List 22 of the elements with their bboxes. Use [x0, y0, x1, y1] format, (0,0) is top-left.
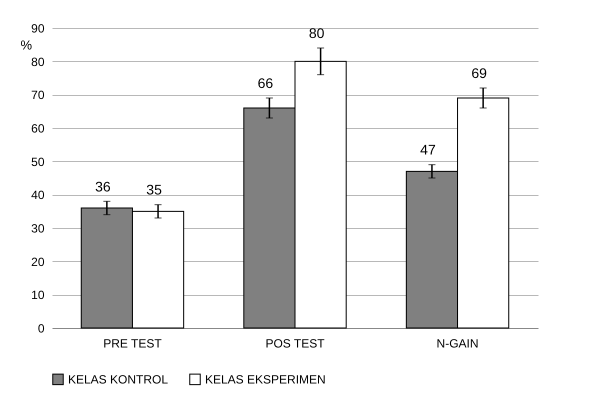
- data-label: 66: [258, 75, 274, 91]
- legend-label: KELAS KONTROL: [68, 372, 168, 386]
- x-tick-label: N-GAIN: [436, 336, 479, 350]
- x-tick-label: POS TEST: [265, 336, 326, 350]
- y-tick-label: 0: [38, 322, 45, 336]
- y-tick-label: 10: [31, 288, 45, 302]
- x-tick-label: PRE TEST: [103, 336, 162, 350]
- y-tick-label: 40: [31, 188, 45, 202]
- y-tick-label: 30: [31, 222, 45, 236]
- data-label: 47: [420, 142, 436, 158]
- y-tick-label: 80: [31, 54, 45, 69]
- y-tick-label: 70: [31, 88, 45, 102]
- data-label: 35: [146, 182, 162, 198]
- data-label: 69: [471, 65, 488, 81]
- y-tick-label: 90: [31, 22, 45, 36]
- data-label: 36: [95, 178, 111, 194]
- y-tick-label: 60: [31, 122, 45, 136]
- y-tick-label: 20: [31, 254, 45, 269]
- data-label: 80: [308, 25, 325, 41]
- y-axis-title: %: [20, 38, 32, 52]
- y-tick-label: 50: [31, 154, 45, 169]
- legend-label: KELAS EKSPERIMEN: [205, 372, 326, 386]
